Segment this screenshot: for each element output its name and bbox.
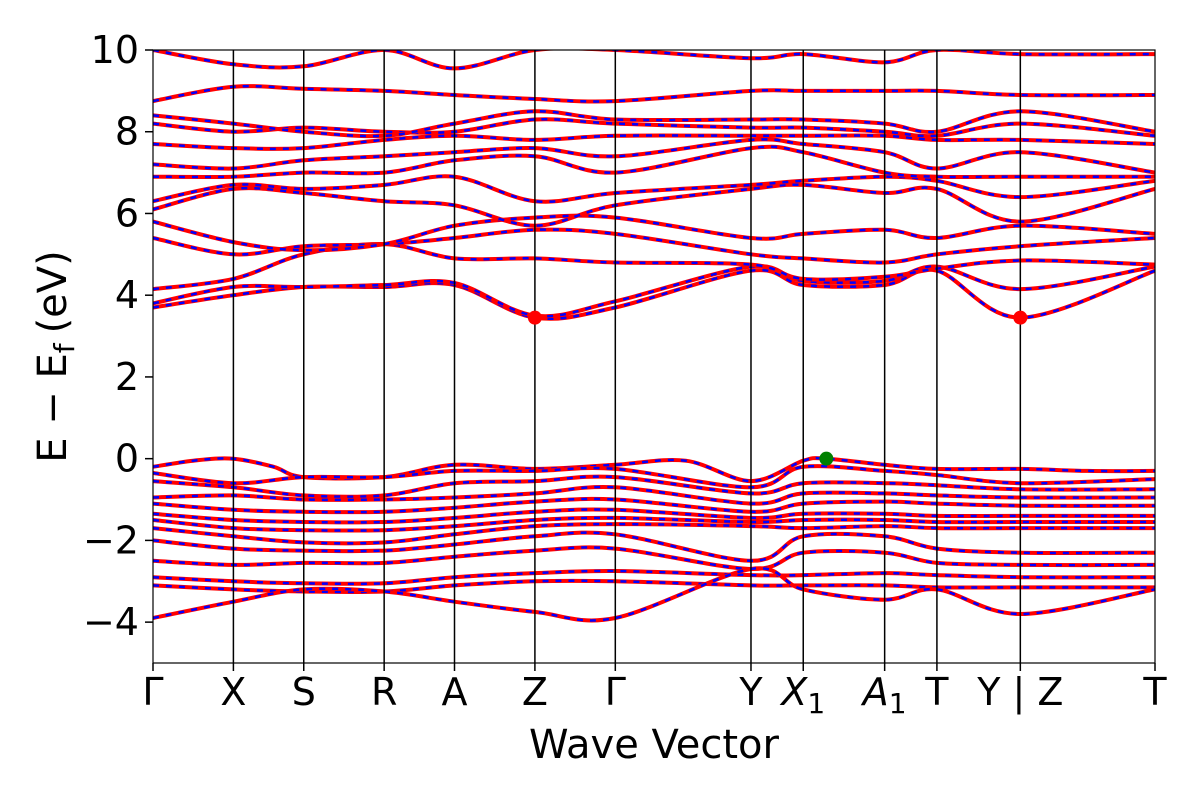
y-tick-label-1: −4 (83, 600, 139, 644)
y-tick-label-4: 2 (115, 355, 139, 399)
x-tick-label-7: Γ (605, 670, 626, 714)
valence-band-12-blue-dashed (153, 579, 1155, 594)
valence-band-3-red (153, 474, 1155, 499)
valence-band-10-red (153, 545, 1155, 572)
plot-frame (152, 49, 1156, 664)
markers-layer (527, 310, 1028, 466)
x-tick-label-12: Y | Z (976, 670, 1063, 715)
y-tick-label-3: 0 (115, 437, 139, 481)
x-tick-label-4: R (371, 670, 397, 714)
x-tick-label-10: A1 (860, 670, 907, 720)
conduction-band-6-blue-dashed (153, 183, 1155, 227)
valence-band-8-blue-dashed (153, 522, 1155, 545)
valence-band-13-blue-dashed (153, 567, 1155, 622)
conduction-band-13-blue-dashed (153, 84, 1155, 103)
x-tick-label-5: A (442, 670, 468, 714)
valence-band-7-blue-dashed (153, 516, 1155, 532)
conduction-band-10-blue-dashed (153, 134, 1155, 151)
x-tick-label-6: Z (522, 670, 548, 714)
y-axis-label-main: E − E (30, 353, 76, 463)
conduction-band-3-blue-dashed (153, 242, 1155, 291)
valence-band-11-blue-dashed (153, 569, 1155, 586)
band-extremum-marker-2 (1013, 310, 1028, 325)
band-extremum-marker-3 (819, 451, 834, 466)
conduction-band-8-red (153, 144, 1155, 180)
conduction-band-1-blue-dashed (153, 268, 1155, 321)
x-tick-label-11: T (924, 670, 949, 714)
y-axis-ticks: −4 −2 0 2 4 6 8 10 (83, 28, 153, 644)
valence-band-5-blue-dashed (153, 497, 1155, 514)
band-extremum-marker-1 (527, 310, 542, 325)
x-axis-label: Wave Vector (529, 722, 780, 768)
y-tick-label-2: −2 (83, 518, 139, 562)
x-tick-label-2: X (220, 670, 246, 714)
y-axis-label: E − Ef (eV) (30, 250, 81, 463)
conduction-band-11-red (153, 117, 1155, 139)
y-axis-label-subscript: f (48, 342, 81, 353)
x-tick-label-1: Γ (142, 670, 163, 714)
high-symmetry-lines (232, 50, 1022, 663)
y-tick-label-8: 10 (91, 28, 139, 72)
x-tick-label-9: X1 (779, 670, 825, 720)
x-tick-label-3: S (292, 670, 316, 714)
conduction-band-12-red (153, 109, 1155, 139)
x-tick-label-13: T (1142, 670, 1167, 714)
conduction-band-9-red (153, 137, 1155, 175)
valence-band-6-blue-dashed (153, 508, 1155, 524)
valence-band-9-blue-dashed (153, 531, 1155, 563)
conduction-band-5-blue-dashed (153, 214, 1155, 252)
x-tick-label-8: Y (738, 670, 763, 714)
conduction-band-2-blue-dashed (153, 264, 1155, 318)
y-axis-label-unit: (eV) (30, 250, 76, 333)
y-tick-label-7: 8 (115, 110, 139, 154)
valence-band-4-red (153, 485, 1155, 506)
y-tick-label-5: 4 (115, 273, 139, 317)
valence-band-1-blue-dashed (153, 456, 1155, 483)
x-axis-ticks: Γ X S R A Z Γ Y X1 A1 T Y | Z T (142, 663, 1167, 720)
y-tick-label-6: 6 (115, 191, 139, 235)
